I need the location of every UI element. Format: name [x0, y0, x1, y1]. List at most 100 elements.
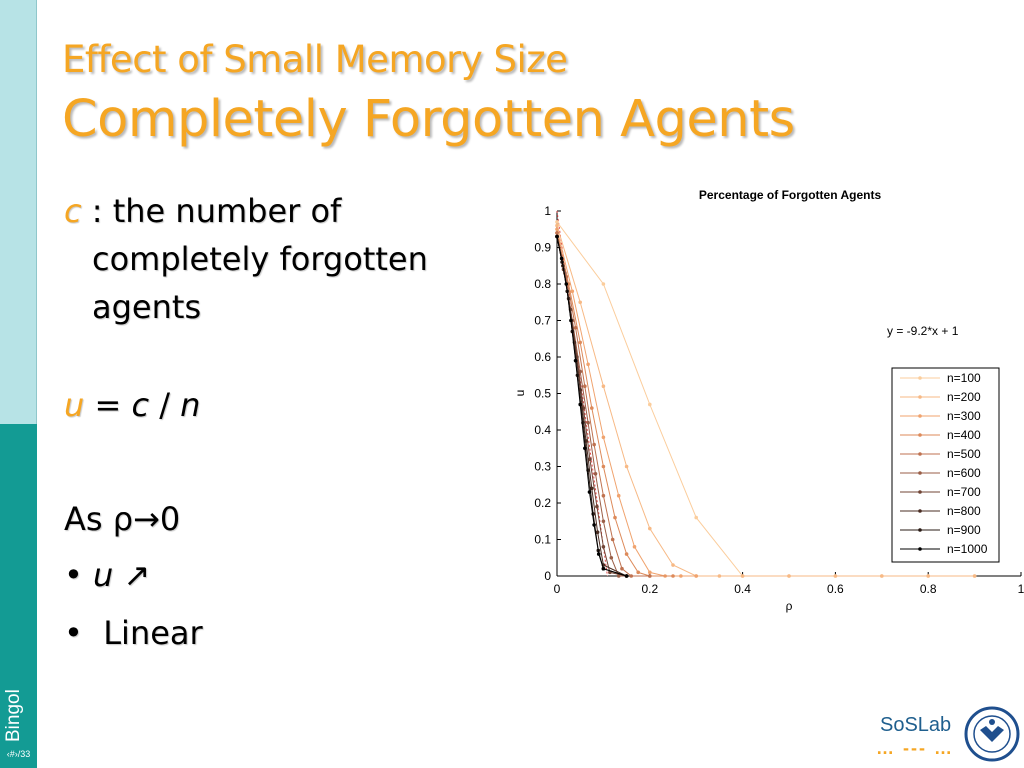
series-point-n=500: [583, 384, 587, 389]
series-point-n=900: [570, 329, 575, 334]
series-point-n=900: [555, 234, 559, 239]
series-point-n=300: [616, 493, 621, 498]
legend-label: n=300: [947, 409, 981, 423]
legend-marker: [918, 452, 922, 456]
x-tick-label: 0.8: [920, 582, 937, 596]
legend-label: n=1000: [947, 542, 988, 556]
legend-label: n=500: [947, 447, 981, 461]
y-tick-label: 0: [544, 569, 551, 583]
series-point-n=600: [609, 555, 614, 560]
bullet-linear: • Linear: [64, 614, 203, 652]
series-point-n=500: [601, 493, 606, 498]
series-point-n=700: [624, 574, 629, 578]
university-seal-icon: [964, 706, 1020, 762]
c-definition-text: : the number of: [91, 192, 342, 230]
series-point-n=1000: [555, 234, 559, 239]
series-point-n=800: [561, 263, 565, 268]
series-point-n=200: [555, 223, 559, 228]
series-point-n=100: [926, 574, 930, 578]
series-point-n=500: [592, 442, 596, 447]
series-line-n=1000: [556, 236, 627, 577]
series-point-n=400: [601, 464, 606, 469]
series-point-n=900: [601, 566, 606, 571]
eq-equals: =: [94, 386, 132, 424]
series-point-n=400: [590, 406, 594, 410]
series-point-n=200: [880, 574, 884, 578]
series-point-n=900: [565, 289, 570, 294]
legend-marker: [918, 528, 922, 532]
series-point-n=200: [717, 574, 722, 578]
series-point-n=700: [595, 504, 599, 509]
series-point-n=200: [601, 384, 606, 389]
series-point-n=100: [601, 282, 606, 286]
series-point-n=800: [555, 234, 559, 239]
y-tick-label: 0.7: [534, 314, 551, 328]
y-tick-label: 0.4: [534, 423, 551, 437]
author-name: Bingol: [3, 689, 24, 742]
legend-marker: [918, 547, 922, 551]
slide-title: Effect of Small Memory Size: [62, 38, 568, 81]
series-point-n=200: [972, 574, 977, 578]
series-point-n=400: [613, 515, 617, 520]
series-point-n=900: [624, 574, 629, 578]
series-point-n=600: [593, 472, 598, 476]
y-tick-label: 0.9: [534, 241, 551, 255]
series-point-n=100: [787, 574, 791, 578]
c-variable: c: [64, 192, 82, 230]
bullet-u-var: u: [93, 556, 114, 594]
legend-label: n=800: [947, 504, 981, 518]
series-point-n=200: [624, 464, 629, 469]
series-point-n=100: [694, 515, 698, 520]
series-line-n=200: [556, 225, 975, 577]
series-point-n=600: [555, 234, 559, 239]
series-point-n=900: [575, 373, 580, 378]
series-point-n=800: [566, 296, 571, 301]
series-point-n=300: [632, 545, 637, 549]
series-point-n=500: [564, 274, 569, 279]
legend-marker: [918, 433, 922, 437]
series-point-n=500: [610, 537, 615, 542]
series-point-n=1000: [601, 566, 606, 571]
series-point-n=100: [740, 574, 745, 578]
series-point-n=800: [624, 574, 629, 578]
series-point-n=800: [595, 530, 600, 534]
y-tick-label: 0.5: [534, 387, 551, 401]
series-point-n=300: [570, 289, 575, 294]
series-point-n=900: [591, 512, 595, 516]
series-point-n=1000: [569, 318, 573, 323]
series-point-n=1000: [559, 256, 564, 261]
series-point-n=400: [636, 570, 640, 575]
bullet-symbol: •: [64, 614, 83, 652]
series-point-n=300: [555, 227, 559, 232]
series-point-n=1000: [592, 523, 596, 527]
x-tick-label: 1: [1018, 582, 1024, 596]
series-point-n=300: [663, 574, 667, 578]
series-point-n=300: [694, 574, 698, 578]
series-point-n=600: [586, 420, 590, 425]
legend-label: n=900: [947, 523, 981, 537]
x-tick-label: 0.2: [641, 582, 658, 596]
series-point-n=800: [584, 439, 588, 443]
series-point-n=400: [578, 340, 582, 345]
series-line-n=600: [556, 236, 627, 577]
eq-slash: /: [149, 386, 181, 424]
y-tick-label: 0.2: [534, 496, 551, 510]
series-point-n=800: [572, 340, 577, 345]
series-point-n=1000: [587, 490, 592, 494]
series-point-n=400: [555, 231, 559, 235]
eq-u: u: [64, 386, 85, 424]
series-point-n=700: [588, 457, 592, 462]
legend-marker: [918, 509, 922, 513]
series-point-n=500: [555, 231, 559, 235]
c-definition-line2: completely forgotten: [92, 240, 428, 278]
bullet-symbol: •: [64, 556, 83, 594]
y-tick-label: 0.3: [534, 460, 551, 474]
series-point-n=300: [648, 570, 652, 575]
bullet-linear-text: Linear: [103, 614, 203, 652]
series-line-n=100: [556, 221, 975, 577]
series-point-n=800: [578, 388, 582, 392]
series-point-n=200: [648, 526, 652, 531]
legend-box: [891, 367, 1000, 563]
series-point-n=800: [590, 486, 594, 491]
as-rho-text: As ρ→0: [64, 500, 181, 538]
